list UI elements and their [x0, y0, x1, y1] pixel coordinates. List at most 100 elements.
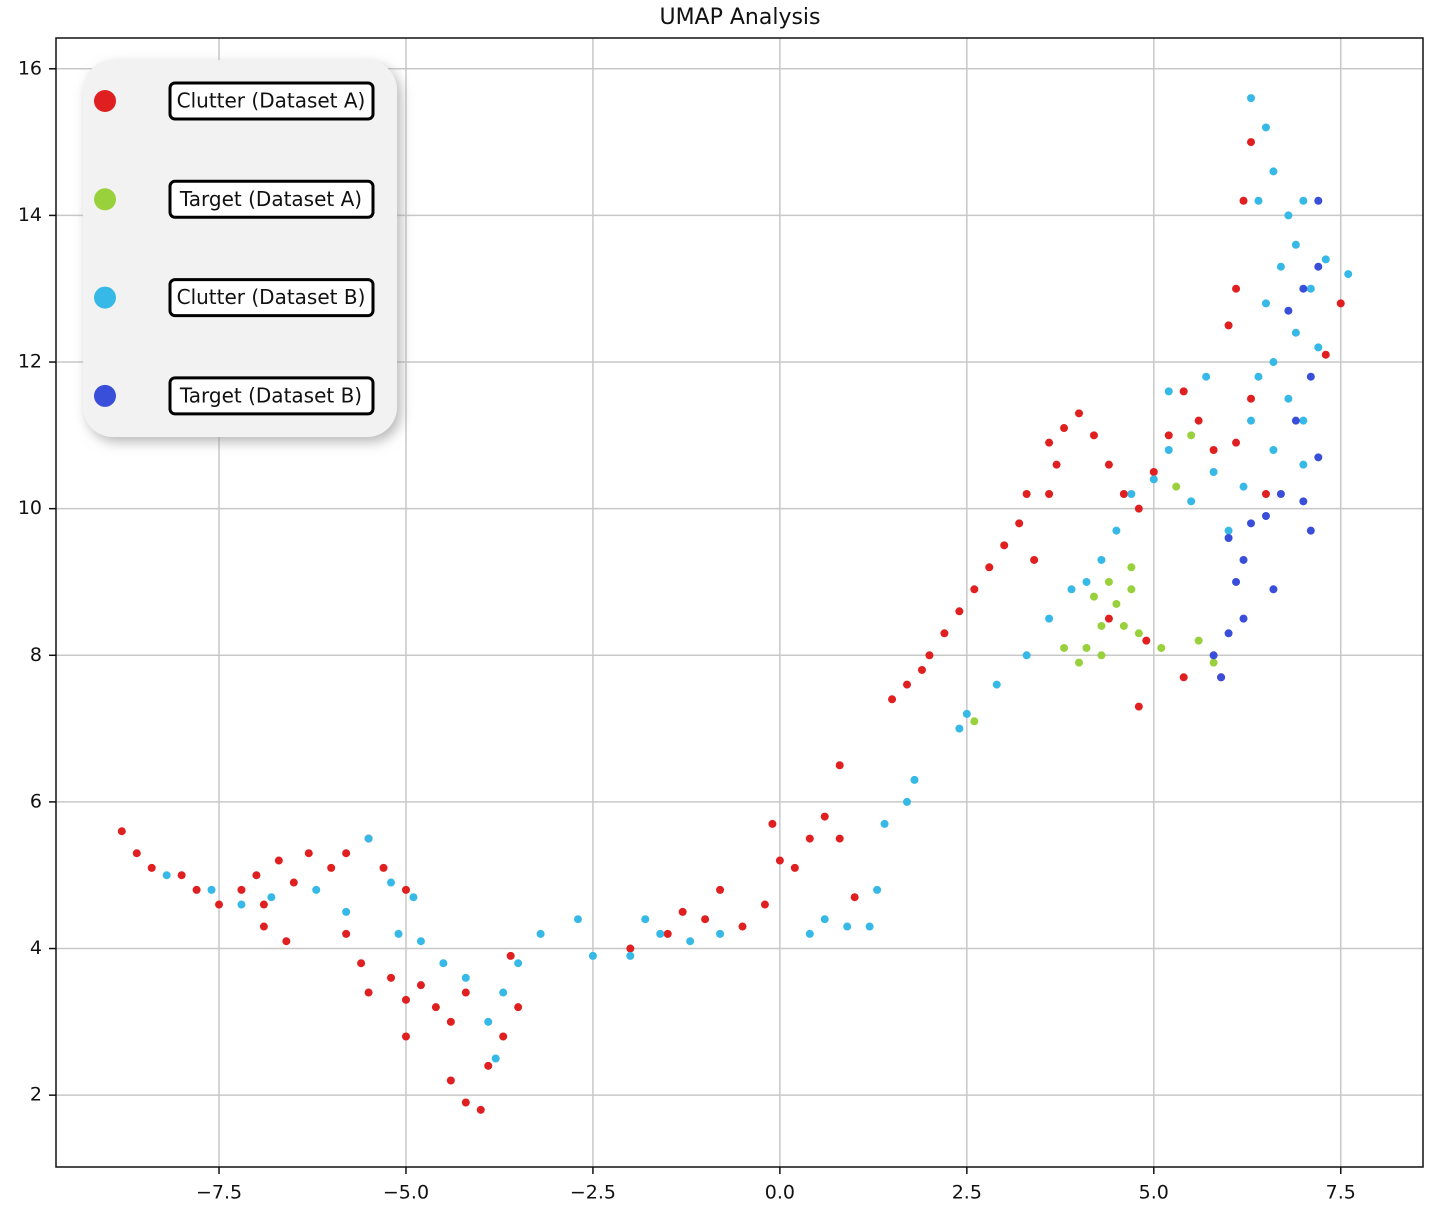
point — [312, 885, 321, 894]
point — [401, 995, 410, 1004]
point — [1254, 196, 1263, 205]
point — [1269, 167, 1278, 176]
legend-label-box — [168, 278, 375, 318]
y-tick-label: 8 — [30, 644, 42, 666]
point — [701, 915, 710, 924]
point — [1247, 394, 1256, 403]
point — [1134, 504, 1143, 513]
point — [790, 863, 799, 872]
legend-marker — [94, 384, 116, 407]
x-tick-label: −5.0 — [383, 1182, 429, 1204]
point — [1299, 196, 1308, 205]
point — [1022, 651, 1031, 660]
point — [536, 929, 545, 938]
x-tick-label: 0.0 — [765, 1182, 795, 1204]
point — [992, 680, 1001, 689]
y-tick-label: 12 — [18, 351, 42, 373]
point — [1119, 489, 1128, 498]
point — [117, 827, 126, 836]
points — [117, 94, 1353, 1114]
point — [1276, 262, 1285, 271]
point — [1306, 284, 1315, 293]
x-tick-label: 7.5 — [1326, 1182, 1356, 1204]
point — [416, 937, 425, 946]
x-tick-label: 2.5 — [952, 1182, 982, 1204]
point — [1149, 468, 1158, 477]
point — [1299, 460, 1308, 469]
point — [1022, 489, 1031, 498]
y-tick-label: 2 — [30, 1084, 42, 1106]
point — [1284, 211, 1293, 220]
point — [1045, 438, 1054, 447]
point — [506, 951, 515, 960]
point — [439, 959, 448, 968]
point — [843, 922, 852, 931]
point — [880, 819, 889, 828]
point — [663, 929, 672, 938]
y-tick-label: 6 — [30, 790, 42, 812]
point — [461, 988, 470, 997]
point — [573, 915, 582, 924]
point — [1261, 123, 1270, 132]
point — [850, 893, 859, 902]
point — [304, 849, 313, 858]
point — [903, 797, 912, 806]
point — [1232, 577, 1241, 586]
point — [1052, 460, 1061, 469]
point — [1299, 284, 1308, 293]
legend: Clutter (Dataset A) Target (Dataset A) Clu… — [83, 60, 397, 437]
point — [775, 856, 784, 865]
point — [1254, 372, 1263, 381]
x-tick-label: −7.5 — [196, 1182, 242, 1204]
point — [1187, 431, 1196, 440]
point — [1089, 431, 1098, 440]
point — [1239, 196, 1248, 205]
point — [499, 1032, 508, 1041]
point — [820, 812, 829, 821]
legend-label-box — [168, 376, 375, 416]
point — [1239, 614, 1248, 623]
point — [461, 973, 470, 982]
y-tick-label: 4 — [30, 937, 42, 959]
point — [760, 900, 769, 909]
point — [1239, 555, 1248, 564]
point — [1157, 643, 1166, 652]
point — [379, 863, 388, 872]
point — [1314, 343, 1323, 352]
y-tick-label: 16 — [18, 57, 42, 79]
point — [1075, 658, 1084, 667]
point — [394, 929, 403, 938]
point — [903, 680, 912, 689]
point — [1291, 416, 1300, 425]
point — [970, 585, 979, 594]
point — [970, 717, 979, 726]
point — [1261, 489, 1270, 498]
point — [1097, 651, 1106, 660]
legend-box — [83, 60, 397, 437]
point — [1247, 94, 1256, 103]
point — [1164, 387, 1173, 396]
point — [1299, 416, 1308, 425]
point — [1187, 497, 1196, 506]
point — [962, 709, 971, 718]
point — [1232, 438, 1241, 447]
point — [1224, 533, 1233, 542]
point — [925, 651, 934, 660]
point — [865, 922, 874, 931]
point — [267, 893, 276, 902]
point — [985, 563, 994, 572]
point — [357, 959, 366, 968]
point — [1045, 614, 1054, 623]
point — [342, 929, 351, 938]
point — [1179, 387, 1188, 396]
point — [1194, 636, 1203, 645]
point — [1172, 482, 1181, 491]
point — [1134, 702, 1143, 711]
point — [1104, 577, 1113, 586]
point — [820, 915, 829, 924]
point — [514, 959, 523, 968]
point — [805, 834, 814, 843]
point — [132, 849, 141, 858]
point — [409, 893, 418, 902]
point — [656, 929, 665, 938]
